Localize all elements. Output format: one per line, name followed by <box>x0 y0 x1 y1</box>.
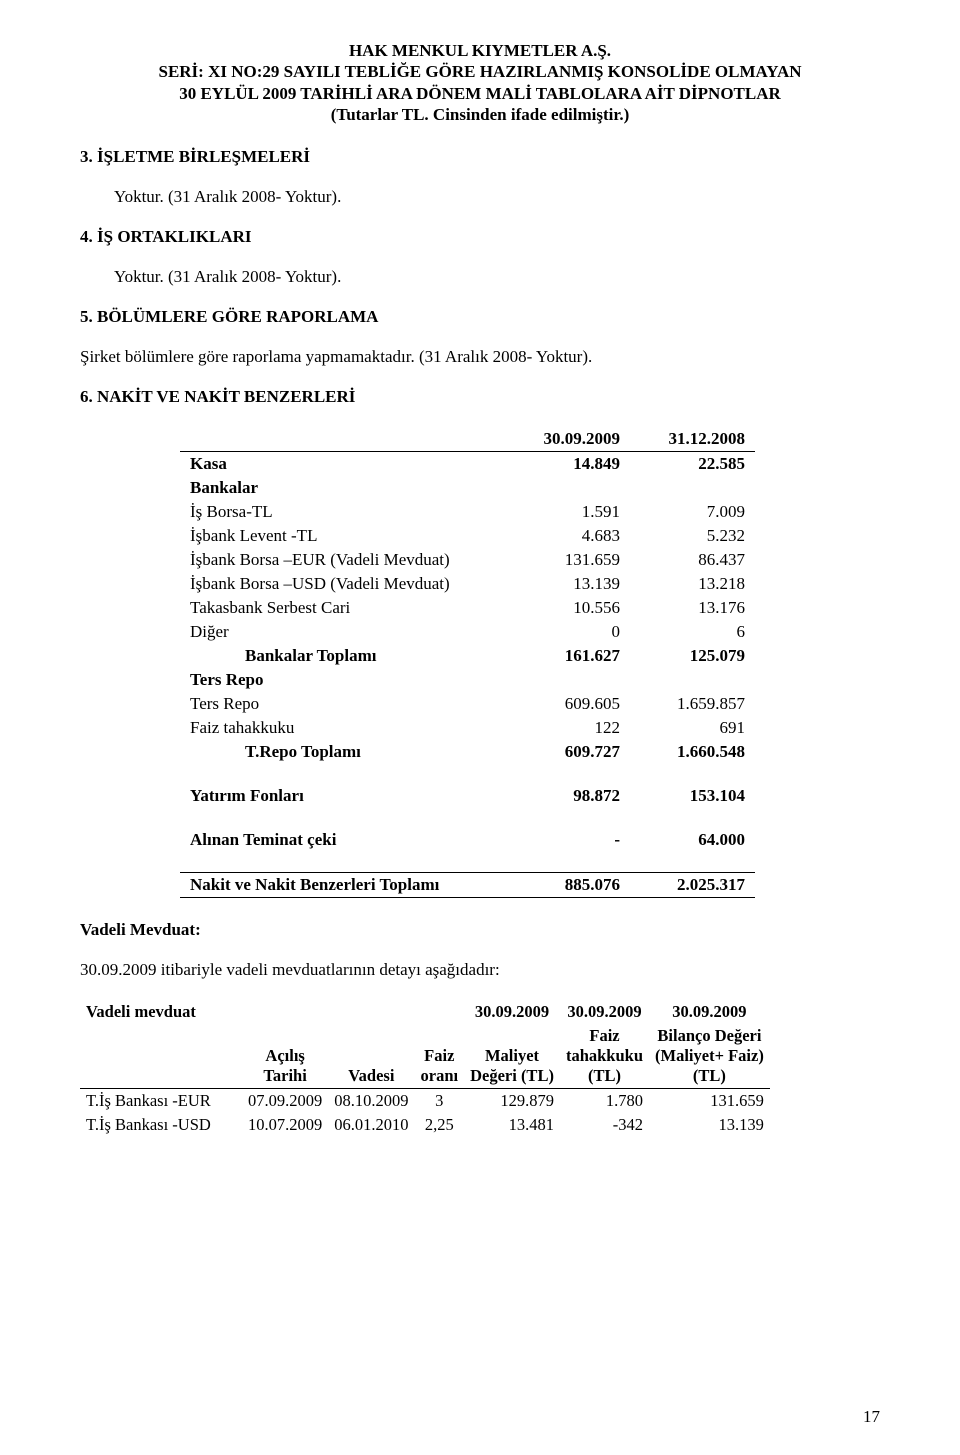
row-isborsa-label: İş Borsa-TL <box>180 500 505 524</box>
vadeli-table: Vadeli mevduat AçılışTarihi Vadesi Faizo… <box>80 1000 770 1137</box>
row-takas-c1: 10.556 <box>505 596 630 620</box>
row-isborsa-c2: 7.009 <box>630 500 755 524</box>
vt-head-acilis: AçılışTarihi <box>242 1000 328 1089</box>
row-eur-label: İşbank Borsa –EUR (Vadeli Mevduat) <box>180 548 505 572</box>
row-yatirim-label: Yatırım Fonları <box>180 784 505 808</box>
vt-r0-va: 08.10.2009 <box>328 1089 414 1114</box>
vt-head-d2: 30.09.2009 <box>560 1000 649 1024</box>
row-tersrepo-label: Ters Repo <box>180 668 505 692</box>
vt-r1-ft: -342 <box>560 1113 649 1137</box>
section-6-title: 6. NAKİT VE NAKİT BENZERLERİ <box>80 387 880 407</box>
vt-head-vadesi: Vadesi <box>328 1000 414 1089</box>
row-yatirim-c2: 153.104 <box>630 784 755 808</box>
vt-r0-fo: 3 <box>415 1089 465 1114</box>
vt-r1-bank: T.İş Bankası -USD <box>80 1113 242 1137</box>
row-takas-label: Takasbank Serbest Cari <box>180 596 505 620</box>
row-eur-c1: 131.659 <box>505 548 630 572</box>
header-line-1: HAK MENKUL KIYMETLER A.Ş. <box>80 40 880 61</box>
row-banktop-c1: 161.627 <box>505 644 630 668</box>
cash-head-c1: 30.09.2009 <box>505 427 630 452</box>
row-tersrepo2-c2: 1.659.857 <box>630 692 755 716</box>
vt-r1-ac: 10.07.2009 <box>242 1113 328 1137</box>
cash-table: 30.09.2009 31.12.2008 Kasa 14.849 22.585… <box>180 427 755 898</box>
row-faiz-c1: 122 <box>505 716 630 740</box>
vt-head-d1: 30.09.2009 <box>464 1000 560 1024</box>
section-3-text: Yoktur. (31 Aralık 2008- Yoktur). <box>114 187 880 207</box>
row-toplam-c2: 2.025.317 <box>630 873 755 898</box>
row-usd-label: İşbank Borsa –USD (Vadeli Mevduat) <box>180 572 505 596</box>
vt-head-bilanco: Bilanço Değeri(Maliyet+ Faiz)(TL) <box>649 1024 770 1089</box>
row-faiz-c2: 691 <box>630 716 755 740</box>
cash-head-blank <box>180 427 505 452</box>
row-kasa-c1: 14.849 <box>505 452 630 477</box>
row-faiz-label: Faiz tahakkuku <box>180 716 505 740</box>
row-usd-c2: 13.218 <box>630 572 755 596</box>
row-yatirim-c1: 98.872 <box>505 784 630 808</box>
row-toplam-label: Nakit ve Nakit Benzerleri Toplamı <box>180 873 505 898</box>
row-isborsa-c1: 1.591 <box>505 500 630 524</box>
row-levent-label: İşbank Levent -TL <box>180 524 505 548</box>
row-teminat-c2: 64.000 <box>630 828 755 852</box>
row-levent-c2: 5.232 <box>630 524 755 548</box>
header-line-3: 30 EYLÜL 2009 TARİHLİ ARA DÖNEM MALİ TAB… <box>80 83 880 104</box>
header-line-4: (Tutarlar TL. Cinsinden ifade edilmiştir… <box>80 104 880 125</box>
row-trepo-c2: 1.660.548 <box>630 740 755 764</box>
vt-r1-bil: 13.139 <box>649 1113 770 1137</box>
section-3-title: 3. İŞLETME BİRLEŞMELERİ <box>80 147 880 167</box>
row-tersrepo2-label: Ters Repo <box>180 692 505 716</box>
page: HAK MENKUL KIYMETLER A.Ş. SERİ: XI NO:29… <box>0 0 960 1455</box>
header-line-2: SERİ: XI NO:29 SAYILI TEBLİĞE GÖRE HAZIR… <box>80 61 880 82</box>
vt-head-faizorani: Faizoranı <box>415 1000 465 1089</box>
row-teminat-label: Alınan Teminat çeki <box>180 828 505 852</box>
row-tersrepo2-c1: 609.605 <box>505 692 630 716</box>
vt-head-d3: 30.09.2009 <box>649 1000 770 1024</box>
section-4-text: Yoktur. (31 Aralık 2008- Yoktur). <box>114 267 880 287</box>
section-4-title: 4. İŞ ORTAKLIKLARI <box>80 227 880 247</box>
row-toplam-c1: 885.076 <box>505 873 630 898</box>
row-kasa-label: Kasa <box>180 452 505 477</box>
row-bankalar-label: Bankalar <box>180 476 505 500</box>
vt-r0-bil: 131.659 <box>649 1089 770 1114</box>
vt-r1-mal: 13.481 <box>464 1113 560 1137</box>
vadeli-intro: 30.09.2009 itibariyle vadeli mevduatları… <box>80 960 880 980</box>
section-5-title: 5. BÖLÜMLERE GÖRE RAPORLAMA <box>80 307 880 327</box>
row-eur-c2: 86.437 <box>630 548 755 572</box>
row-trepo-label: T.Repo Toplamı <box>180 740 505 764</box>
row-usd-c1: 13.139 <box>505 572 630 596</box>
row-teminat-c1: - <box>505 828 630 852</box>
vt-head-vmev: Vadeli mevduat <box>80 1000 242 1089</box>
cash-head-c2: 31.12.2008 <box>630 427 755 452</box>
vadeli-title: Vadeli Mevduat: <box>80 920 880 940</box>
vt-r0-ft: 1.780 <box>560 1089 649 1114</box>
vt-r0-bank: T.İş Bankası -EUR <box>80 1089 242 1114</box>
vt-r1-fo: 2,25 <box>415 1113 465 1137</box>
doc-header: HAK MENKUL KIYMETLER A.Ş. SERİ: XI NO:29… <box>80 40 880 125</box>
row-diger-c2: 6 <box>630 620 755 644</box>
row-diger-label: Diğer <box>180 620 505 644</box>
vt-r0-ac: 07.09.2009 <box>242 1089 328 1114</box>
page-number: 17 <box>863 1407 880 1427</box>
vt-r0-mal: 129.879 <box>464 1089 560 1114</box>
vt-head-faiztah: Faiztahakkuku(TL) <box>560 1024 649 1089</box>
section-5-text: Şirket bölümlere göre raporlama yapmamak… <box>80 347 880 367</box>
row-trepo-c1: 609.727 <box>505 740 630 764</box>
row-kasa-c2: 22.585 <box>630 452 755 477</box>
row-banktop-label: Bankalar Toplamı <box>180 644 505 668</box>
row-takas-c2: 13.176 <box>630 596 755 620</box>
vt-head-maliyet: MaliyetDeğeri (TL) <box>464 1024 560 1089</box>
row-levent-c1: 4.683 <box>505 524 630 548</box>
row-diger-c1: 0 <box>505 620 630 644</box>
vt-r1-va: 06.01.2010 <box>328 1113 414 1137</box>
row-banktop-c2: 125.079 <box>630 644 755 668</box>
